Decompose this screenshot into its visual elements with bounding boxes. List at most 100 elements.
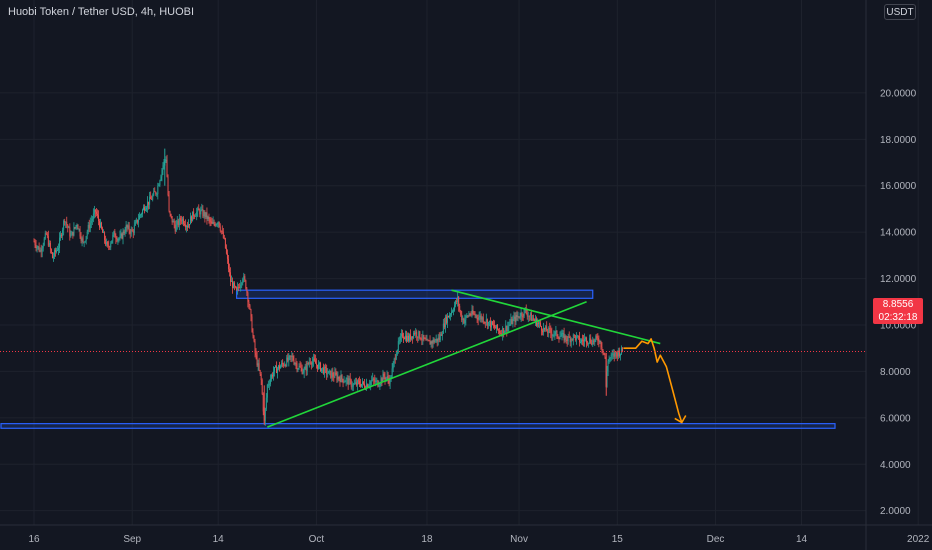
- support-zone: [0, 423, 836, 429]
- candle-body: [294, 363, 296, 365]
- candle-body: [534, 318, 536, 321]
- candle-body: [512, 318, 514, 325]
- candle-body: [337, 376, 339, 380]
- candle-body: [99, 221, 100, 228]
- candle-body: [264, 408, 266, 421]
- candle-body: [167, 176, 169, 196]
- candle-body: [548, 327, 550, 334]
- candle-body: [221, 230, 223, 232]
- y-tick-label: 10.0000: [880, 321, 917, 332]
- candle-body: [88, 224, 90, 229]
- candle-body: [417, 336, 419, 338]
- candle-body: [560, 335, 562, 337]
- candle-body: [128, 225, 130, 232]
- candle-body: [332, 372, 334, 377]
- candle-body: [571, 338, 573, 341]
- candle-body: [349, 378, 351, 381]
- candle-body: [129, 231, 131, 234]
- candle-body: [619, 353, 621, 357]
- candle-body: [410, 334, 412, 340]
- candle-body: [204, 211, 206, 218]
- candle-body: [216, 224, 218, 225]
- candle-body: [233, 282, 234, 289]
- candle-body: [445, 316, 447, 323]
- candle-body: [117, 238, 119, 241]
- candle-body: [178, 218, 180, 226]
- candle-body: [273, 371, 274, 377]
- candle-body: [291, 356, 293, 357]
- candle-body: [328, 370, 330, 374]
- candle-body: [203, 211, 205, 217]
- candle-body: [262, 394, 264, 412]
- candle-body: [526, 313, 528, 317]
- candle-body: [418, 331, 420, 338]
- candle-body: [172, 221, 174, 223]
- candle-body: [354, 382, 356, 384]
- candle-body: [452, 311, 453, 313]
- candle-body: [600, 340, 602, 348]
- candle-body: [289, 355, 291, 357]
- candle-body: [585, 337, 587, 339]
- candle-body: [589, 338, 591, 343]
- candle-body: [58, 247, 60, 251]
- candle-body: [558, 337, 560, 339]
- candle-body: [288, 355, 290, 361]
- candle-body: [222, 231, 224, 238]
- candle-body: [198, 208, 200, 211]
- candle-body: [602, 349, 604, 353]
- candle-body: [498, 329, 500, 331]
- candle-body: [311, 361, 313, 365]
- y-tick-label: 18.0000: [880, 135, 917, 146]
- candle-body: [529, 313, 531, 316]
- candle-body: [214, 223, 216, 226]
- candle-body: [499, 330, 501, 334]
- candle-body: [105, 240, 107, 245]
- candle-body: [608, 358, 610, 362]
- candle-body: [116, 239, 118, 241]
- candle-body: [569, 337, 571, 343]
- candle-body: [284, 364, 286, 366]
- candle-body: [123, 231, 125, 234]
- candle-body: [490, 321, 492, 328]
- candle-body: [405, 335, 406, 339]
- x-tick-label: 18: [421, 534, 433, 545]
- x-tick-label: 15: [612, 534, 624, 545]
- candle-body: [563, 333, 565, 341]
- candle-body: [147, 201, 149, 208]
- candle-body: [450, 314, 451, 316]
- x-tick-label: 16: [28, 534, 40, 545]
- candle-body: [229, 268, 230, 273]
- projection-arrowhead: [674, 415, 687, 424]
- candle-body: [309, 362, 311, 364]
- candle-body: [79, 228, 81, 237]
- candle-body: [42, 245, 44, 249]
- candle-body: [193, 211, 195, 216]
- candle-body: [143, 207, 144, 210]
- candle-body: [538, 322, 539, 324]
- candle-body: [380, 378, 382, 384]
- candle-body: [257, 363, 259, 366]
- candle-body: [281, 363, 283, 367]
- candle-body: [133, 225, 135, 233]
- candle-body: [333, 376, 335, 378]
- candle-body: [395, 354, 397, 360]
- candle-body: [226, 253, 228, 259]
- candle-body: [413, 332, 415, 339]
- candle-body: [387, 376, 389, 380]
- candle-body: [440, 334, 442, 336]
- projection-path: [623, 338, 683, 423]
- candle-body: [176, 220, 178, 225]
- candle-body: [537, 322, 538, 326]
- candle-body: [398, 340, 400, 342]
- candle-body: [550, 328, 552, 333]
- candle-body: [292, 356, 294, 361]
- currency-button[interactable]: USDT: [884, 4, 916, 20]
- candle-body: [397, 341, 399, 351]
- candle-body: [509, 323, 511, 326]
- candle-body: [238, 286, 240, 288]
- candle-body: [227, 258, 229, 269]
- candle-body: [541, 326, 543, 331]
- candle-body: [126, 225, 128, 228]
- candle-body: [259, 369, 261, 374]
